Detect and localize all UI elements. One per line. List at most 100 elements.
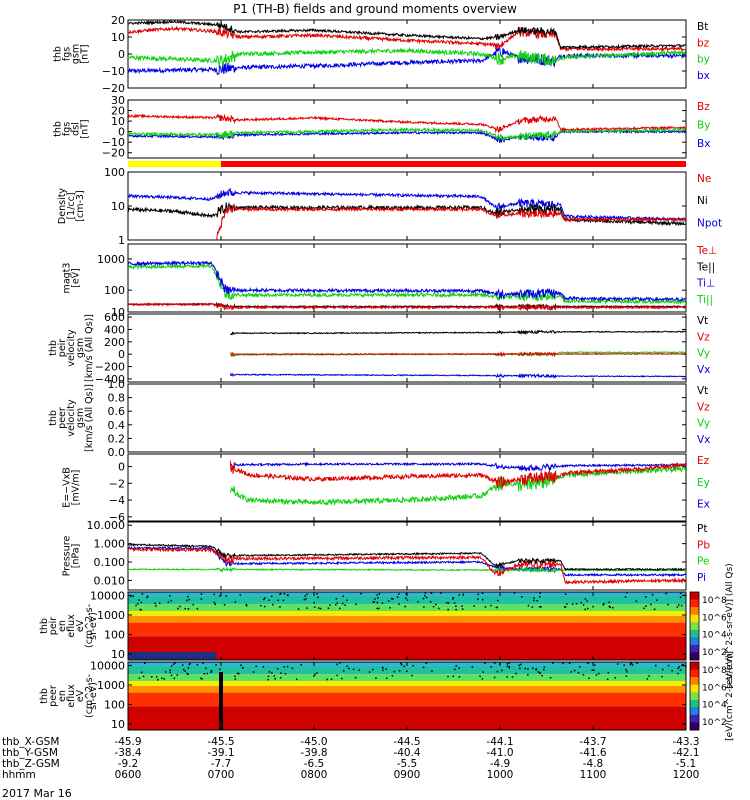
heatmap-speckle bbox=[170, 674, 173, 677]
series-line-ni bbox=[128, 201, 686, 227]
heatmap-speckle bbox=[157, 679, 159, 681]
heatmap-speckle bbox=[188, 663, 190, 666]
heatmap-speckle bbox=[219, 668, 221, 671]
y-axis-label: [nT] bbox=[80, 119, 91, 138]
heatmap-speckle bbox=[405, 593, 407, 595]
x-tick-label: -43.3 bbox=[672, 736, 699, 748]
y-tick-label: 10 bbox=[111, 200, 125, 213]
heatmap-speckle bbox=[481, 678, 484, 680]
series-line-ez bbox=[229, 460, 686, 489]
heatmap-speckle bbox=[327, 607, 330, 609]
legend-vz: Vz bbox=[697, 331, 710, 343]
heatmap-speckle bbox=[495, 606, 498, 609]
heatmap-speckle bbox=[279, 593, 281, 595]
legend-pb: Pb bbox=[697, 539, 710, 551]
series-line-te bbox=[128, 302, 686, 312]
panel-pressure: 10.000 1.000 0.100 0.010 Pressure[nPa] Pt Pb Pe… bbox=[62, 519, 710, 591]
heatmap-speckle bbox=[146, 596, 148, 599]
heatmap-speckle bbox=[129, 595, 132, 597]
heatmap-speckle bbox=[297, 608, 300, 610]
heatmap-speckle bbox=[493, 676, 496, 679]
heatmap-speckle bbox=[435, 603, 437, 606]
heatmap-band bbox=[128, 685, 686, 693]
y-tick-label: −2 bbox=[109, 477, 125, 490]
heatmap-speckle bbox=[424, 592, 427, 594]
x-tick-label: 1000 bbox=[487, 769, 514, 781]
heatmap-speckle bbox=[393, 670, 396, 673]
x-tick-label: 0700 bbox=[208, 769, 235, 781]
heatmap-speckle bbox=[339, 662, 341, 664]
heatmap-speckle bbox=[577, 672, 580, 674]
heatmap-speckle bbox=[155, 605, 157, 607]
y-axis-label: [mV/m] bbox=[71, 470, 82, 506]
heatmap-speckle bbox=[515, 672, 517, 675]
heatmap-speckle bbox=[210, 671, 212, 673]
heatmap-speckle bbox=[412, 664, 414, 667]
heatmap-speckle bbox=[458, 667, 460, 669]
y-axis-label: [eV] bbox=[71, 268, 82, 288]
heatmap-speckle bbox=[313, 675, 315, 677]
y-tick-label: 0.8 bbox=[108, 392, 126, 405]
y-axis-label: Pressure bbox=[62, 536, 73, 577]
panel-peer_velocity: 1.00.80.60.40.20.0 thbpeervelocitygsm[km/… bbox=[48, 378, 710, 459]
y-axis-label: peir bbox=[57, 339, 68, 358]
heatmap-speckle bbox=[539, 672, 541, 674]
heatmap-speckle bbox=[645, 596, 647, 598]
heatmap-speckle bbox=[330, 678, 333, 680]
heatmap-speckle bbox=[342, 595, 344, 597]
y-tick-label: −20 bbox=[102, 147, 125, 160]
heatmap-speckle bbox=[317, 596, 319, 599]
heatmap-gap bbox=[219, 672, 223, 730]
heatmap-speckle bbox=[629, 663, 632, 666]
heatmap-speckle bbox=[355, 603, 357, 605]
y-tick-label: 0 bbox=[118, 126, 125, 139]
heatmap-speckle bbox=[568, 662, 571, 664]
series-line-vt bbox=[230, 329, 686, 336]
heatmap-band bbox=[128, 615, 686, 623]
heatmap-speckle bbox=[484, 662, 486, 664]
heatmap-speckle bbox=[234, 675, 236, 678]
heatmap-speckle bbox=[372, 668, 374, 671]
heatmap-speckle bbox=[392, 598, 394, 600]
heatmap-speckle bbox=[313, 602, 315, 604]
heatmap-speckle bbox=[536, 600, 538, 602]
x-tick-label: 0900 bbox=[394, 769, 421, 781]
heatmap-speckle bbox=[677, 667, 679, 670]
heatmap-speckle bbox=[521, 596, 523, 598]
heatmap-speckle bbox=[541, 674, 543, 677]
orbit-bar-yellow bbox=[128, 161, 221, 167]
heatmap-speckle bbox=[482, 671, 484, 673]
heatmap-speckle bbox=[279, 606, 281, 608]
heatmap-speckle bbox=[318, 607, 320, 609]
y-tick-label: 0.6 bbox=[108, 405, 126, 418]
colorbar-tick-label: 10^8 bbox=[702, 666, 727, 676]
y-axis-label: thb bbox=[53, 46, 64, 62]
heatmap-speckle bbox=[424, 594, 426, 597]
x-tick-label: -4.8 bbox=[583, 758, 604, 770]
heatmap-speckle bbox=[192, 603, 194, 606]
y-axis-label: magt3 bbox=[62, 263, 73, 294]
heatmap-speckle bbox=[661, 675, 663, 678]
heatmap-speckle bbox=[186, 599, 188, 602]
heatmap-speckle bbox=[151, 676, 153, 678]
heatmap-speckle bbox=[678, 666, 681, 668]
y-axis-label: sr-eV) bbox=[88, 612, 99, 640]
x-row-label: thb_Y-GSM bbox=[2, 747, 58, 759]
heatmap-speckle bbox=[496, 606, 498, 608]
heatmap-speckle bbox=[452, 675, 454, 677]
heatmap-speckle bbox=[506, 665, 509, 667]
heatmap-speckle bbox=[454, 668, 456, 671]
heatmap-speckle bbox=[142, 675, 145, 678]
legend-by: By bbox=[697, 120, 710, 132]
y-axis-label: [cm-3] bbox=[75, 190, 86, 221]
colorbar-label: [eV/(cm^2-s-sr-eV)] bbox=[725, 651, 735, 741]
x-tick-label: -7.7 bbox=[211, 758, 232, 770]
y-axis-label: thb bbox=[53, 121, 64, 137]
heatmap-speckle bbox=[200, 593, 203, 595]
legend-by: by bbox=[697, 54, 710, 66]
y-axis-label: peer bbox=[48, 685, 59, 707]
heatmap-speckle bbox=[636, 662, 638, 664]
heatmap-speckle bbox=[679, 669, 682, 671]
y-axis-label: Density bbox=[57, 188, 68, 224]
